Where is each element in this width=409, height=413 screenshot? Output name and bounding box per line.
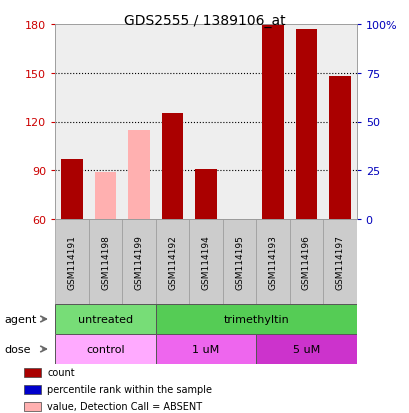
- Bar: [189, 219, 222, 304]
- Text: control: control: [86, 344, 125, 354]
- Text: agent: agent: [4, 314, 36, 324]
- Bar: [24, 402, 41, 411]
- Bar: [94, 173, 116, 219]
- Text: GSM114197: GSM114197: [335, 235, 344, 289]
- Point: [236, 0, 242, 7]
- Text: percentile rank within the sample: percentile rank within the sample: [47, 385, 212, 394]
- Bar: [256, 219, 289, 304]
- Text: dose: dose: [4, 344, 31, 354]
- Bar: [261, 25, 283, 219]
- Text: count: count: [47, 368, 75, 377]
- Bar: [328, 77, 350, 219]
- Bar: [322, 219, 356, 304]
- Text: GSM114192: GSM114192: [168, 235, 177, 289]
- Text: trimethyltin: trimethyltin: [223, 314, 288, 324]
- Bar: [61, 159, 83, 219]
- Text: GSM114195: GSM114195: [234, 235, 243, 289]
- Text: GSM114198: GSM114198: [101, 235, 110, 289]
- Text: untreated: untreated: [78, 314, 133, 324]
- Bar: [222, 219, 256, 304]
- Bar: [55, 334, 155, 364]
- Bar: [295, 30, 317, 219]
- Bar: [24, 385, 41, 394]
- Bar: [122, 219, 155, 304]
- Text: GSM114194: GSM114194: [201, 235, 210, 289]
- Text: value, Detection Call = ABSENT: value, Detection Call = ABSENT: [47, 401, 202, 411]
- Bar: [55, 219, 89, 304]
- Text: GDS2555 / 1389106_at: GDS2555 / 1389106_at: [124, 14, 285, 28]
- Bar: [55, 304, 155, 334]
- Bar: [128, 131, 150, 219]
- Text: 1 uM: 1 uM: [192, 344, 219, 354]
- Bar: [161, 114, 183, 219]
- Bar: [155, 304, 356, 334]
- Text: GSM114196: GSM114196: [301, 235, 310, 289]
- Text: GSM114193: GSM114193: [268, 235, 277, 289]
- Bar: [24, 368, 41, 377]
- Bar: [155, 334, 256, 364]
- Bar: [155, 219, 189, 304]
- Text: 5 uM: 5 uM: [292, 344, 319, 354]
- Bar: [195, 169, 216, 219]
- Bar: [256, 334, 356, 364]
- Bar: [89, 219, 122, 304]
- Text: GSM114199: GSM114199: [134, 235, 143, 289]
- Bar: [289, 219, 322, 304]
- Text: GSM114191: GSM114191: [67, 235, 76, 289]
